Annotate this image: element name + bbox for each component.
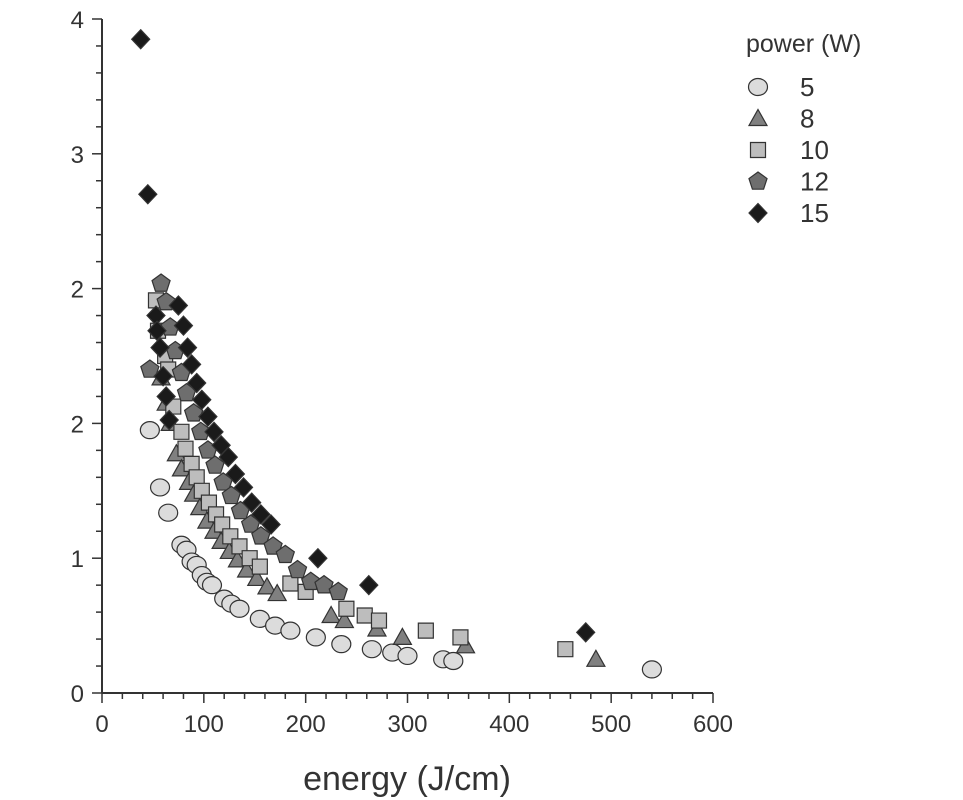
x-tick-label: 600 xyxy=(693,711,733,738)
data-point xyxy=(158,503,179,522)
data-point xyxy=(198,406,218,428)
data-points xyxy=(130,28,663,679)
data-point xyxy=(301,571,321,591)
data-point xyxy=(205,455,225,474)
data-point xyxy=(287,559,308,579)
legend-marker xyxy=(748,171,768,190)
data-point xyxy=(370,612,388,629)
data-point xyxy=(338,600,355,617)
series-5 xyxy=(139,421,663,679)
data-point xyxy=(251,504,271,525)
data-point xyxy=(314,574,334,594)
data-point xyxy=(186,372,207,394)
legend-marker xyxy=(749,141,767,159)
data-point xyxy=(334,610,355,629)
x-tick-label: 0 xyxy=(95,711,108,738)
data-point xyxy=(392,627,413,645)
data-point xyxy=(173,423,190,440)
data-point xyxy=(251,526,271,545)
y-tick-label: 1 xyxy=(71,546,84,573)
legend-label: 8 xyxy=(800,104,814,134)
x-tick-label: 300 xyxy=(387,711,427,738)
data-point xyxy=(168,295,189,316)
y-tick-label: 0 xyxy=(71,681,84,708)
data-point xyxy=(173,315,194,337)
data-point xyxy=(280,621,301,640)
data-point xyxy=(188,469,205,486)
data-point xyxy=(236,559,257,578)
legend-label: 12 xyxy=(800,167,829,197)
data-point xyxy=(641,660,663,679)
data-point xyxy=(328,581,348,601)
data-point xyxy=(225,463,246,485)
data-point xyxy=(256,576,277,595)
data-point xyxy=(153,365,173,387)
data-point xyxy=(177,337,198,358)
data-point xyxy=(331,635,352,654)
data-point xyxy=(204,421,224,443)
data-point xyxy=(443,651,464,671)
data-point xyxy=(452,629,469,646)
data-point xyxy=(305,628,326,647)
data-point xyxy=(397,646,418,666)
data-point xyxy=(361,640,382,659)
data-point xyxy=(177,440,194,457)
data-point xyxy=(181,354,202,375)
y-tick-label: 2 xyxy=(71,277,84,304)
x-tick-label: 400 xyxy=(489,711,529,738)
data-point xyxy=(263,536,283,555)
data-point xyxy=(358,574,379,596)
y-tick-label: 4 xyxy=(71,7,84,34)
data-point xyxy=(261,514,281,535)
data-point xyxy=(201,576,223,595)
data-point xyxy=(151,273,171,292)
series-10 xyxy=(147,292,574,658)
axes xyxy=(101,19,713,694)
legend-label: 10 xyxy=(800,135,829,165)
legend-label: 15 xyxy=(800,198,829,228)
legend-marker xyxy=(747,108,769,127)
data-point xyxy=(139,421,160,440)
data-point xyxy=(233,477,254,498)
data-point xyxy=(356,607,373,624)
data-point xyxy=(218,446,239,468)
data-point xyxy=(147,320,167,342)
data-point xyxy=(267,583,288,602)
data-point xyxy=(251,558,268,575)
ticks: 0 100 200 300 400 500 600 0 1 2 2 3 4 xyxy=(71,7,733,738)
y-tick-label: 3 xyxy=(71,142,84,169)
data-point xyxy=(275,544,296,564)
data-point xyxy=(575,621,596,643)
data-point xyxy=(557,641,574,658)
x-tick-label: 500 xyxy=(591,711,631,738)
data-point xyxy=(159,409,180,431)
y-tick-label: 2 xyxy=(71,411,84,438)
data-point xyxy=(149,478,171,497)
x-tick-label: 100 xyxy=(184,711,224,738)
data-point xyxy=(321,605,342,624)
data-point xyxy=(183,455,200,472)
data-point xyxy=(140,359,160,378)
data-point xyxy=(246,568,267,587)
data-point xyxy=(137,183,158,205)
data-point xyxy=(130,28,151,50)
data-point xyxy=(241,492,262,513)
data-point xyxy=(229,599,250,618)
legend-label: 5 xyxy=(800,72,814,102)
legend-marker xyxy=(748,202,768,224)
data-point xyxy=(150,337,170,358)
data-point xyxy=(191,389,212,411)
data-point xyxy=(585,649,606,667)
x-tick-label: 200 xyxy=(286,711,326,738)
data-point xyxy=(156,386,176,407)
legend-marker xyxy=(747,77,769,97)
data-point xyxy=(308,547,328,569)
legend-title: power (W) xyxy=(746,30,861,58)
data-point xyxy=(417,622,434,639)
series-15 xyxy=(130,28,596,643)
x-axis-title: energy (J/cm) xyxy=(303,760,511,798)
